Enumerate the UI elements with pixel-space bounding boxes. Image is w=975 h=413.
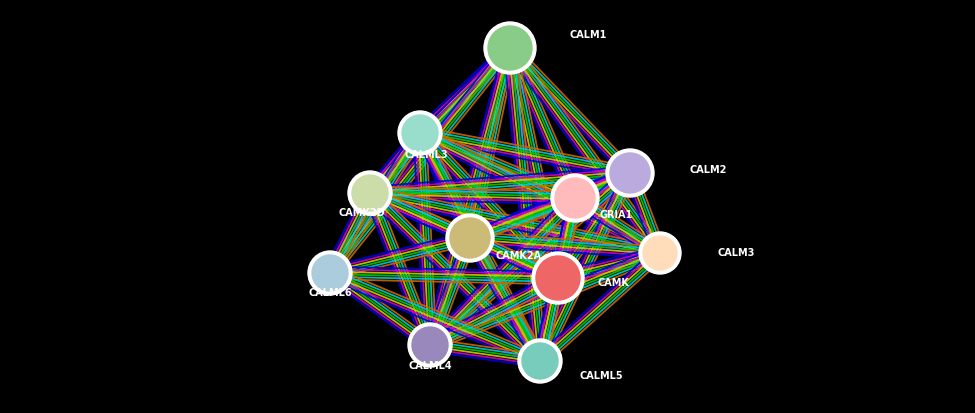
Text: CALML3: CALML3 <box>405 150 448 160</box>
Circle shape <box>522 343 558 379</box>
Circle shape <box>488 26 532 70</box>
Circle shape <box>459 229 481 251</box>
Circle shape <box>420 337 440 357</box>
Circle shape <box>484 22 536 74</box>
Circle shape <box>650 245 670 264</box>
Circle shape <box>643 236 677 270</box>
Circle shape <box>312 255 348 291</box>
Circle shape <box>532 252 584 304</box>
Circle shape <box>450 218 490 258</box>
Circle shape <box>402 115 438 151</box>
Circle shape <box>639 232 681 274</box>
Circle shape <box>530 353 550 373</box>
Circle shape <box>546 268 570 292</box>
Text: GRIA1: GRIA1 <box>600 210 633 220</box>
Circle shape <box>551 174 599 222</box>
Text: CAMK: CAMK <box>598 278 630 288</box>
Text: CALM3: CALM3 <box>718 248 756 258</box>
Circle shape <box>410 125 430 145</box>
Text: CAMK2A: CAMK2A <box>496 251 542 261</box>
Circle shape <box>564 189 586 211</box>
Circle shape <box>446 214 494 262</box>
Circle shape <box>308 251 352 295</box>
Circle shape <box>606 149 654 197</box>
Circle shape <box>412 327 448 363</box>
Text: CALM1: CALM1 <box>570 30 607 40</box>
Circle shape <box>320 265 340 285</box>
Circle shape <box>408 323 452 367</box>
Circle shape <box>360 185 380 205</box>
Circle shape <box>352 175 388 211</box>
Circle shape <box>398 111 442 155</box>
Circle shape <box>518 339 562 383</box>
Text: CAMK2D: CAMK2D <box>338 208 385 218</box>
Text: CALML6: CALML6 <box>308 288 352 298</box>
Circle shape <box>498 38 522 62</box>
Circle shape <box>555 178 595 218</box>
Text: CALML4: CALML4 <box>409 361 451 371</box>
Circle shape <box>536 256 580 300</box>
Text: CALML5: CALML5 <box>580 371 624 381</box>
Circle shape <box>619 164 641 186</box>
Circle shape <box>348 171 392 215</box>
Text: CALM2: CALM2 <box>690 165 727 175</box>
Circle shape <box>610 153 650 193</box>
